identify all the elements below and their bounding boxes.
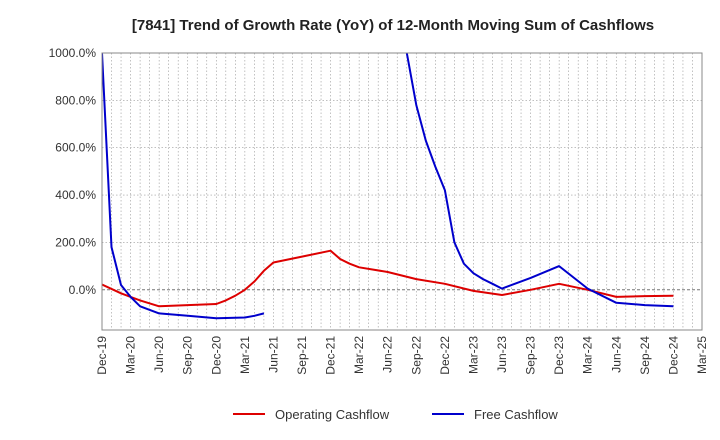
x-tick-label: Mar-24 bbox=[581, 336, 595, 374]
x-tick-label: Sep-20 bbox=[181, 336, 195, 375]
y-tick-label: 0.0% bbox=[69, 283, 97, 297]
x-tick-label: Sep-24 bbox=[638, 336, 652, 375]
grid bbox=[101, 52, 703, 330]
x-tick-label: Sep-21 bbox=[295, 336, 309, 375]
legend: Operating Cashflow Free Cashflow bbox=[233, 407, 558, 422]
x-tick-label: Jun-23 bbox=[495, 336, 509, 373]
series-line-free-cashflow bbox=[405, 53, 674, 308]
plot-area bbox=[101, 52, 703, 331]
x-tick-label: Mar-20 bbox=[124, 336, 138, 374]
x-tick-label: Jun-22 bbox=[381, 336, 395, 373]
x-tick-label: Sep-22 bbox=[409, 336, 423, 375]
x-tick-label: Jun-21 bbox=[266, 336, 280, 373]
y-tick-label: 200.0% bbox=[55, 235, 96, 249]
x-axis: Dec-19 Mar-20 Jun-20 Sep-20 Dec-20 Mar-21 Jun-… bbox=[95, 336, 709, 375]
x-tick-label: Dec-22 bbox=[438, 336, 452, 375]
chart-title: [7841] Trend of Growth Rate (YoY) of 12-… bbox=[132, 17, 654, 34]
series-line-operating-cashflow bbox=[102, 249, 674, 308]
y-tick-label: 400.0% bbox=[55, 188, 96, 202]
y-tick-label: 800.0% bbox=[55, 93, 96, 107]
y-tick-label: 600.0% bbox=[55, 141, 96, 155]
x-tick-label: Dec-24 bbox=[666, 336, 680, 375]
x-tick-label: Dec-19 bbox=[95, 336, 109, 375]
x-tick-label: Mar-22 bbox=[352, 336, 366, 374]
x-tick-label: Sep-23 bbox=[524, 336, 538, 375]
x-tick-label: Jun-20 bbox=[152, 336, 166, 373]
x-tick-label: Dec-23 bbox=[552, 336, 566, 375]
series-line-free-cashflow bbox=[102, 53, 265, 320]
x-tick-label: Dec-20 bbox=[209, 336, 223, 375]
y-axis: 0.0% 200.0% 400.0% 600.0% 800.0% 1000.0% bbox=[49, 46, 97, 297]
series-layer bbox=[102, 53, 674, 320]
x-tick-label: Jun-24 bbox=[609, 336, 623, 373]
y-tick-label: 1000.0% bbox=[49, 46, 97, 60]
legend-label: Operating Cashflow bbox=[275, 407, 390, 422]
legend-label: Free Cashflow bbox=[474, 407, 558, 422]
x-tick-label: Mar-21 bbox=[238, 336, 252, 374]
x-tick-label: Mar-25 bbox=[695, 336, 709, 374]
x-tick-label: Mar-23 bbox=[466, 336, 480, 374]
x-tick-label: Dec-21 bbox=[324, 336, 338, 375]
